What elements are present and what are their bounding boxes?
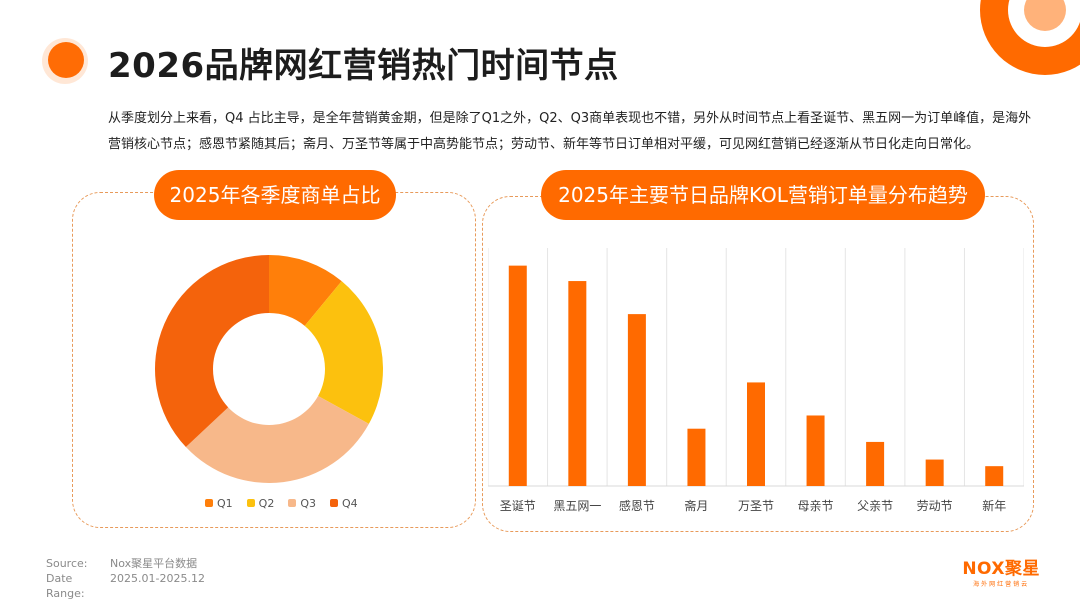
bar-1 <box>568 281 587 486</box>
x-tick-label: 黑五网一 <box>553 499 601 513</box>
bar-chart: 圣诞节 黑五网一 感恩节 斋月 万圣节 母亲节 父亲节 劳动节 新年 <box>488 248 1024 513</box>
source-label: Source: <box>46 557 88 570</box>
x-tick-label: 万圣节 <box>738 499 774 513</box>
donut-chart-title: 2025年各季度商单占比 <box>154 170 396 220</box>
page-title: 2026品牌网红营销热门时间节点 <box>108 46 619 86</box>
bar-8 <box>985 466 1004 486</box>
x-tick-label: 新年 <box>982 498 1006 513</box>
legend-item-q1: Q1 <box>205 494 233 512</box>
legend-item-q2: Q2 <box>246 494 275 512</box>
donut-slice-q1 <box>269 255 342 326</box>
donut-legend: Q1 Q2 Q3 Q4 <box>205 494 358 512</box>
donut-chart <box>154 255 383 483</box>
bar-7 <box>925 459 944 486</box>
legend-item-q3: Q3 <box>288 494 316 512</box>
donut-slice-q2 <box>304 281 383 424</box>
bar-0 <box>508 265 527 486</box>
title-dot-icon <box>42 38 88 84</box>
legend-label: Q1 <box>217 496 233 510</box>
intro-paragraph: 从季度划分上来看，Q4 占比主导，是全年营销黄金期，但是除了Q1之外，Q2、Q3… <box>108 111 1032 152</box>
bar-6 <box>866 441 885 486</box>
legend-swatch <box>330 499 339 507</box>
bar-5 <box>806 415 825 486</box>
bar-2 <box>627 314 646 486</box>
logo-sub: 海外网红营销云 <box>973 581 1030 588</box>
legend-label: Q4 <box>342 496 358 510</box>
bar-3 <box>687 428 706 486</box>
bar-4 <box>747 382 765 486</box>
legend-item-q4: Q4 <box>330 494 358 512</box>
logo-main: NOX聚星 <box>962 559 1040 579</box>
x-tick-label: 圣诞节 <box>500 499 536 513</box>
date-range-label: Date Range: <box>46 572 85 600</box>
brand-logo: NOX聚星 海外网红营销云 <box>962 554 1040 588</box>
source-value: Nox聚星平台数据 <box>110 557 198 570</box>
legend-swatch <box>288 499 297 507</box>
legend-swatch <box>246 499 255 507</box>
x-tick-label: 母亲节 <box>798 499 834 513</box>
legend-label: Q3 <box>300 496 317 510</box>
x-tick-label: 父亲节 <box>857 499 893 513</box>
legend-swatch <box>205 499 213 507</box>
donut-slice-q4 <box>154 255 269 448</box>
decorative-circle-icon <box>980 0 1080 75</box>
source-note: Source: Nox聚星平台数据 Date Range: 2025.01-20… <box>46 556 205 601</box>
donut-slice-q3 <box>185 395 369 483</box>
legend-label: Q2 <box>258 496 275 510</box>
x-tick-label: 斋月 <box>684 498 708 513</box>
x-tick-label: 感恩节 <box>619 498 655 513</box>
x-tick-label: 劳动节 <box>917 499 953 513</box>
date-range-value: 2025.01-2025.12 <box>110 572 205 585</box>
bar-chart-title: 2025年主要节日品牌KOL营销订单量分布趋势 <box>541 170 985 220</box>
